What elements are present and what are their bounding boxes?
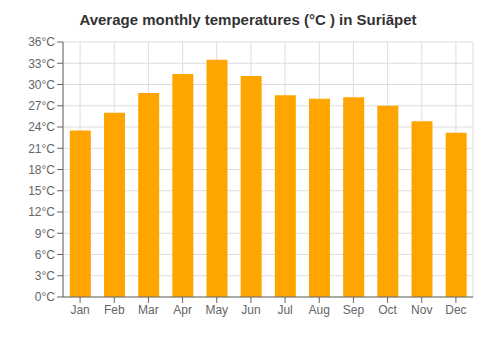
svg-text:21°C: 21°C [28, 142, 55, 156]
svg-text:Oct: Oct [378, 303, 397, 317]
svg-text:30°C: 30°C [28, 78, 55, 92]
svg-text:3°C: 3°C [35, 269, 55, 283]
svg-text:Nov: Nov [411, 303, 432, 317]
svg-text:Dec: Dec [445, 303, 466, 317]
svg-text:May: May [205, 303, 228, 317]
svg-text:Mar: Mar [138, 303, 159, 317]
svg-text:Jan: Jan [70, 303, 89, 317]
svg-text:27°C: 27°C [28, 99, 55, 113]
svg-text:Sep: Sep [343, 303, 365, 317]
svg-text:24°C: 24°C [28, 120, 55, 134]
svg-text:Jun: Jun [241, 303, 260, 317]
svg-text:Jul: Jul [277, 303, 292, 317]
svg-text:9°C: 9°C [35, 227, 55, 241]
svg-text:Apr: Apr [173, 303, 192, 317]
svg-text:Feb: Feb [104, 303, 125, 317]
svg-text:0°C: 0°C [35, 290, 55, 304]
svg-text:15°C: 15°C [28, 184, 55, 198]
svg-text:6°C: 6°C [35, 248, 55, 262]
svg-text:12°C: 12°C [28, 205, 55, 219]
svg-text:18°C: 18°C [28, 163, 55, 177]
html-text:Average monthly temperatures (: Average monthly temperatures (°C ) in Su… [79, 11, 417, 28]
svg-text:36°C: 36°C [28, 35, 55, 49]
svg-text:Aug: Aug [309, 303, 330, 317]
svg-text:33°C: 33°C [28, 57, 55, 71]
